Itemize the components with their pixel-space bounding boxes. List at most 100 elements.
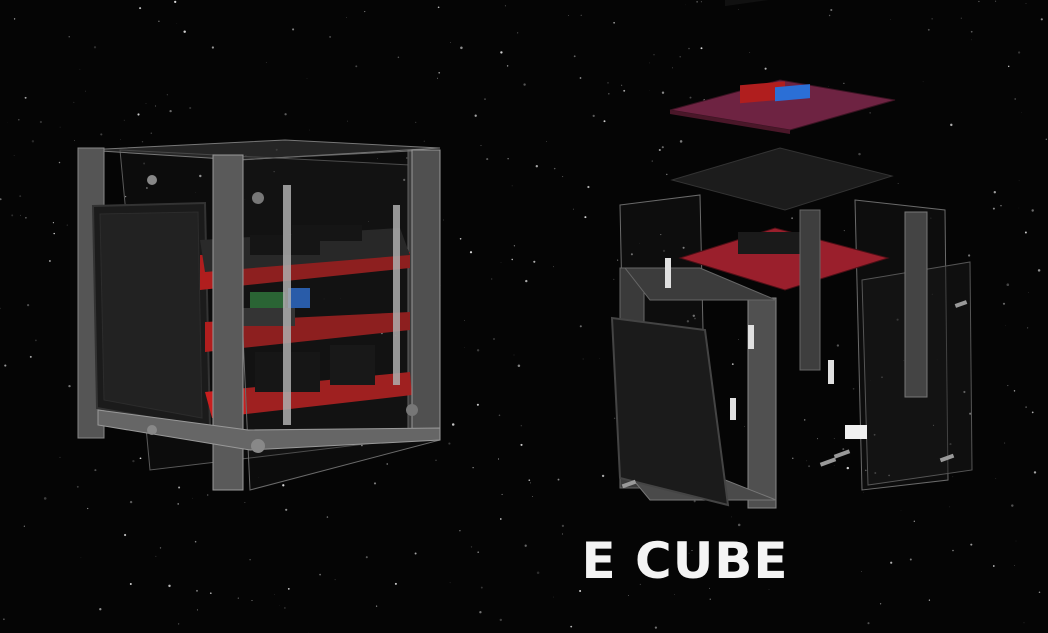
star xyxy=(561,524,565,528)
star xyxy=(137,113,140,116)
star xyxy=(579,589,582,593)
star xyxy=(931,18,933,20)
star xyxy=(59,456,61,458)
exploded-standoff-2 xyxy=(748,325,754,349)
star xyxy=(1017,51,1021,54)
exploded-standoff-3 xyxy=(828,360,834,384)
star xyxy=(166,94,168,96)
star xyxy=(523,83,526,86)
star xyxy=(141,141,144,143)
star xyxy=(53,232,55,235)
star xyxy=(613,22,615,24)
star xyxy=(284,113,287,116)
star xyxy=(950,123,953,127)
star xyxy=(897,182,899,184)
star xyxy=(511,258,513,261)
star xyxy=(244,502,246,503)
star xyxy=(347,120,349,122)
star xyxy=(237,597,239,599)
star xyxy=(746,551,749,553)
star xyxy=(443,219,444,221)
star xyxy=(992,565,995,567)
star xyxy=(572,208,574,210)
exploded-frame-post-rear-mid xyxy=(799,209,821,371)
star xyxy=(498,458,499,460)
star xyxy=(124,533,127,537)
star xyxy=(249,558,251,561)
star xyxy=(282,484,285,487)
star xyxy=(1040,18,1043,21)
star xyxy=(694,317,696,320)
star xyxy=(19,195,22,197)
star xyxy=(25,216,27,219)
star xyxy=(861,571,862,572)
star xyxy=(879,603,882,605)
star xyxy=(18,118,20,121)
star xyxy=(843,82,845,84)
star xyxy=(621,84,623,86)
star xyxy=(654,626,658,629)
star xyxy=(661,146,664,149)
star xyxy=(394,582,397,585)
star xyxy=(486,158,489,161)
star xyxy=(978,0,980,3)
star xyxy=(123,119,125,121)
star xyxy=(1000,205,1002,207)
star xyxy=(94,469,97,472)
star xyxy=(48,260,51,262)
star xyxy=(39,120,43,124)
star xyxy=(285,508,288,511)
star xyxy=(692,314,695,317)
star xyxy=(836,344,840,347)
star xyxy=(1013,390,1016,392)
star xyxy=(970,543,973,546)
star xyxy=(960,17,962,19)
star xyxy=(120,139,121,140)
star xyxy=(709,598,711,600)
star xyxy=(0,307,1,310)
star xyxy=(174,0,177,4)
star xyxy=(472,467,474,469)
star xyxy=(672,67,674,69)
star xyxy=(1025,2,1027,4)
star xyxy=(517,364,521,368)
star xyxy=(194,540,197,543)
star xyxy=(346,17,347,18)
star xyxy=(159,547,162,549)
star xyxy=(275,449,276,451)
star xyxy=(450,42,451,43)
star xyxy=(24,96,27,99)
star xyxy=(274,594,275,595)
star xyxy=(658,148,661,152)
exploded-frame-post-rear-right xyxy=(904,211,928,398)
star xyxy=(623,89,626,92)
star xyxy=(603,120,606,123)
star xyxy=(4,364,7,367)
solar-panel-left-grid xyxy=(99,211,203,419)
star xyxy=(284,607,286,609)
star xyxy=(474,114,477,117)
star xyxy=(666,173,668,176)
star xyxy=(992,207,995,210)
star xyxy=(828,86,829,87)
star xyxy=(661,91,665,94)
star xyxy=(693,500,696,503)
star xyxy=(679,56,681,58)
star xyxy=(730,516,732,518)
star xyxy=(764,67,767,70)
exploded-board-middle xyxy=(670,147,894,211)
star xyxy=(158,20,160,23)
star xyxy=(639,583,641,585)
star xyxy=(952,549,954,552)
star xyxy=(532,496,533,497)
star xyxy=(368,221,369,222)
star xyxy=(833,437,835,439)
star xyxy=(922,81,924,83)
exploded-frame-top-rail xyxy=(623,267,777,301)
star xyxy=(660,234,662,236)
star xyxy=(628,595,629,596)
star xyxy=(867,622,870,625)
star xyxy=(177,503,180,505)
star xyxy=(66,224,68,226)
